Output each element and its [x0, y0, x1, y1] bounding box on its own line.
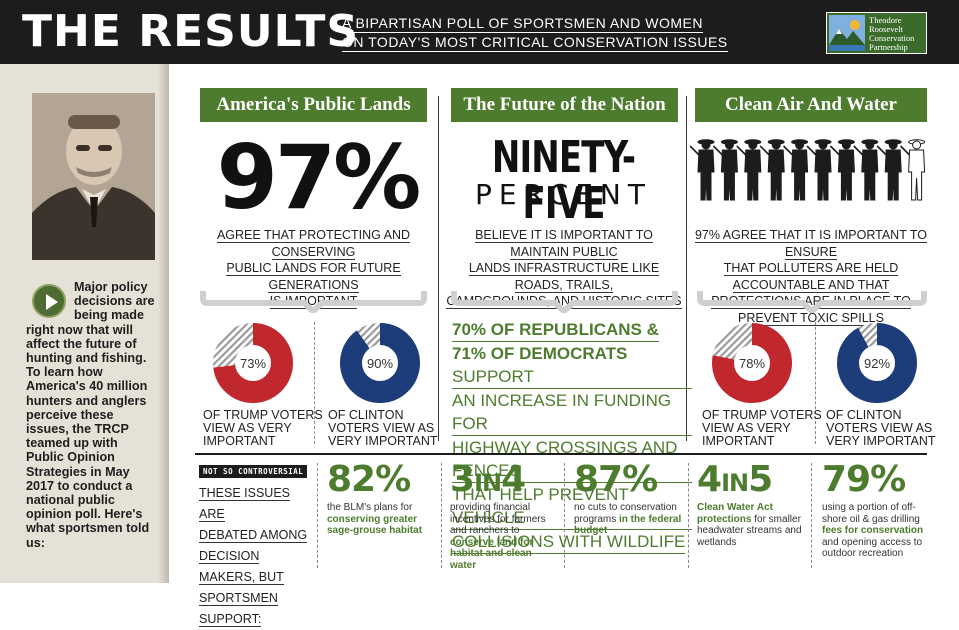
hunter-figure-icon [853, 139, 879, 201]
hunter-figure-icon [783, 139, 809, 201]
play-icon[interactable] [32, 284, 66, 318]
hunter-figure-icon [759, 139, 785, 201]
stat-79-percent: 79% [822, 459, 906, 500]
trump-air-water-percent-label: 78% [739, 356, 765, 371]
big-stat-97: 97% [216, 126, 422, 229]
not-so-controversial-badge: NOT SO CONTROVERSIAL [199, 465, 308, 478]
stat-79-description: using a portion of off-shore oil & gas d… [822, 502, 924, 559]
heading-clean-air-water: Clean Air And Water [695, 88, 927, 122]
big-stat-percent: PERCENT [475, 178, 652, 211]
clinton-public-lands-percent-label: 90% [367, 356, 393, 371]
sidebar-shadow [158, 64, 169, 583]
logo-text: Theodore Roosevelt Conservation Partners… [869, 15, 915, 52]
trcp-logo: Theodore Roosevelt Conservation Partners… [826, 12, 927, 54]
clinton-voters-label-1: OF CLINTON VOTERS VIEW AS VERY IMPORTANT [328, 408, 438, 448]
page-title: THE RESULTS [22, 6, 360, 57]
stat-4-in-5: 4IN5 [697, 459, 773, 500]
stat-divider-2 [564, 463, 565, 568]
subtitle-line-1: A BIPARTISAN POLL OF SPORTSMEN AND WOMEN [342, 15, 703, 33]
trump-voters-label-1: OF TRUMP VOTERS VIEW AS VERY IMPORTANT [203, 408, 323, 448]
page-subtitle: A BIPARTISAN POLL OF SPORTSMEN AND WOMEN… [342, 15, 728, 53]
wildlife-crossings-statement: 70% OF REPUBLICANS & 71% OF DEMOCRATS SU… [452, 318, 692, 554]
stat-87-description: no cuts to conservation programs in the … [574, 502, 682, 536]
hunter-figure-icon [736, 139, 762, 201]
stat-divider-4 [811, 463, 812, 568]
column-divider-1 [438, 96, 439, 441]
donut-trump-air-water: 78% [712, 323, 792, 403]
hunter-figure-icon [876, 139, 902, 201]
column-divider-2 [686, 96, 687, 441]
stat-82-percent: 82% [327, 459, 411, 500]
trump-voters-label-2: OF TRUMP VOTERS VIEW AS VERY IMPORTANT [702, 408, 822, 448]
bottom-divider [195, 453, 927, 455]
clinton-air-water-value-slice [837, 323, 917, 403]
subtitle-line-2: ON TODAY'S MOST CRITICAL CONSERVATION IS… [342, 34, 728, 52]
big-stat-ninety-five: NINETY-FIVE [491, 132, 636, 229]
bracket-2 [451, 291, 678, 313]
bracket-3 [697, 291, 927, 313]
stat-divider-3 [688, 463, 689, 568]
heading-public-lands: America's Public Lands [200, 88, 427, 122]
stat-3-in-4-description: providing financial incentives for farme… [450, 502, 546, 571]
donut-clinton-air-water: 92% [837, 323, 917, 403]
stat-87-percent: 87% [574, 459, 658, 500]
trump-public-lands-percent-label: 73% [240, 356, 266, 371]
hunter-figure-icon [806, 139, 832, 201]
donut-divider-1 [314, 322, 315, 444]
stat-82-description: the BLM's plans for conserving greater s… [327, 502, 423, 536]
clinton-public-lands-value-slice [340, 323, 420, 403]
stat-divider-1 [441, 463, 442, 568]
sidebar-intro-text: Major policy decisions are being made ri… [26, 280, 155, 550]
stat-4-in-5-description: Clean Water Act protections for smaller … [697, 502, 802, 548]
stat-divider-0 [317, 463, 318, 568]
bracket-1 [200, 291, 427, 313]
donut-clinton-public-lands: 90% [340, 323, 420, 403]
bottom-intro-text: THESE ISSUES ARE DEBATED AMONG DECISION … [199, 486, 308, 627]
trump-air-water-value-slice [712, 323, 792, 403]
roosevelt-portrait [32, 93, 155, 260]
hunter-figure-icon [712, 139, 738, 201]
donut-divider-2 [815, 322, 816, 444]
hunters-silhouette-icon [690, 139, 926, 201]
header: THE RESULTS A BIPARTISAN POLL OF SPORTSM… [0, 0, 959, 64]
mountain-logo-icon [829, 15, 865, 51]
stat-3-in-4: 3IN4 [450, 459, 526, 500]
hunter-figure-icon [829, 139, 855, 201]
hunter-figure-icon [900, 139, 926, 201]
donut-trump-public-lands: 73% [213, 323, 293, 403]
hunter-figure-icon [690, 139, 715, 201]
clinton-air-water-percent-label: 92% [864, 356, 890, 371]
public-lands-statement: AGREE THAT PROTECTING AND CONSERVING PUB… [216, 228, 411, 309]
trump-public-lands-value-slice [213, 323, 293, 403]
clinton-voters-label-2: OF CLINTON VOTERS VIEW AS VERY IMPORTANT [826, 408, 936, 448]
heading-future-nation: The Future of the Nation [451, 88, 678, 122]
